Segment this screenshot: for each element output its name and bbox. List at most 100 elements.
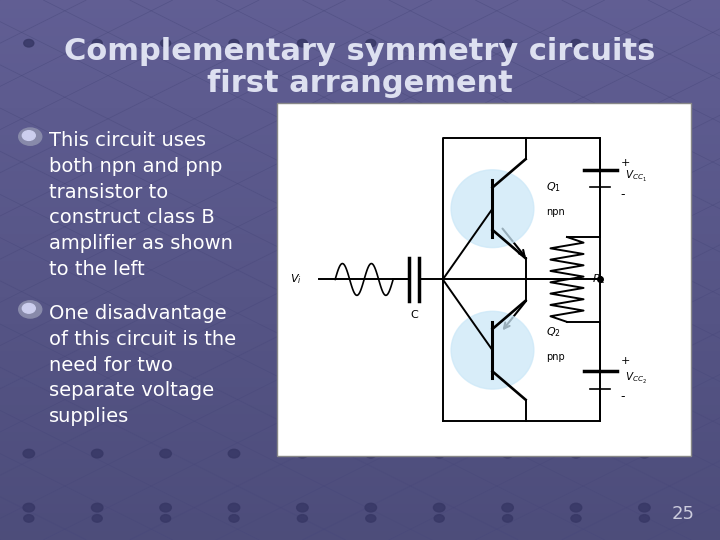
Bar: [0, 306, 720, 315]
Circle shape: [639, 449, 650, 458]
Circle shape: [19, 128, 42, 145]
Text: $Q_1$: $Q_1$: [546, 180, 562, 194]
Text: One disadvantage
of this circuit is the
need for two
separate voltage
supplies: One disadvantage of this circuit is the …: [49, 304, 236, 426]
Circle shape: [365, 503, 377, 512]
Bar: [0, 513, 720, 522]
Bar: [0, 504, 720, 513]
Bar: [0, 369, 720, 378]
Bar: [0, 441, 720, 450]
Circle shape: [24, 39, 34, 47]
Bar: [0, 36, 720, 45]
Circle shape: [570, 503, 582, 512]
Circle shape: [297, 503, 308, 512]
Circle shape: [639, 515, 649, 522]
Circle shape: [22, 131, 35, 140]
Circle shape: [297, 449, 308, 458]
Text: $R_L$: $R_L$: [592, 273, 606, 286]
Bar: [277, 103, 691, 456]
Bar: [0, 279, 720, 288]
Circle shape: [366, 39, 376, 47]
Bar: [0, 90, 720, 99]
Bar: [0, 270, 720, 279]
Bar: [0, 495, 720, 504]
Bar: [0, 243, 720, 252]
Circle shape: [503, 39, 513, 47]
Circle shape: [91, 503, 103, 512]
Text: $V_{CC_2}$: $V_{CC_2}$: [625, 371, 647, 386]
Bar: [0, 459, 720, 468]
Bar: [0, 63, 720, 72]
Bar: [0, 450, 720, 459]
Bar: [0, 315, 720, 324]
Circle shape: [23, 503, 35, 512]
Text: $V_i$: $V_i$: [289, 273, 302, 286]
Circle shape: [297, 515, 307, 522]
Bar: [0, 54, 720, 63]
Bar: [0, 351, 720, 360]
Bar: [0, 45, 720, 54]
Circle shape: [433, 503, 445, 512]
Circle shape: [228, 449, 240, 458]
Bar: [0, 261, 720, 270]
Bar: [0, 423, 720, 432]
Bar: [0, 288, 720, 297]
Bar: [0, 27, 720, 36]
Circle shape: [92, 39, 102, 47]
Circle shape: [502, 503, 513, 512]
Bar: [0, 18, 720, 27]
Circle shape: [22, 303, 35, 313]
Text: first arrangement: first arrangement: [207, 69, 513, 98]
Bar: [0, 234, 720, 243]
Bar: [0, 387, 720, 396]
Bar: [0, 414, 720, 423]
Bar: [0, 171, 720, 180]
Circle shape: [433, 449, 445, 458]
Circle shape: [502, 449, 513, 458]
Text: This circuit uses
both npn and pnp
transistor to
construct class B
amplifier as : This circuit uses both npn and pnp trans…: [49, 131, 233, 279]
Bar: [0, 522, 720, 531]
Bar: [0, 477, 720, 486]
Bar: [0, 396, 720, 405]
Circle shape: [19, 301, 42, 318]
Bar: [0, 360, 720, 369]
Bar: [0, 153, 720, 162]
Circle shape: [639, 503, 650, 512]
Ellipse shape: [451, 170, 534, 248]
Bar: [0, 144, 720, 153]
Bar: [0, 81, 720, 90]
Circle shape: [161, 39, 171, 47]
Bar: [0, 207, 720, 216]
Bar: [0, 108, 720, 117]
Circle shape: [23, 449, 35, 458]
Bar: [0, 468, 720, 477]
Circle shape: [503, 515, 513, 522]
Bar: [0, 72, 720, 81]
Circle shape: [365, 449, 377, 458]
Text: +: +: [621, 356, 630, 366]
Bar: [0, 189, 720, 198]
Bar: [0, 198, 720, 207]
Circle shape: [91, 449, 103, 458]
Bar: [0, 0, 720, 9]
Circle shape: [92, 515, 102, 522]
Bar: [0, 99, 720, 108]
Bar: [0, 162, 720, 171]
Circle shape: [571, 39, 581, 47]
Circle shape: [24, 515, 34, 522]
Bar: [0, 297, 720, 306]
Text: 25: 25: [672, 505, 695, 523]
Ellipse shape: [451, 311, 534, 389]
Bar: [0, 486, 720, 495]
Circle shape: [366, 515, 376, 522]
Bar: [0, 531, 720, 540]
Circle shape: [229, 39, 239, 47]
Text: +: +: [621, 158, 630, 168]
Circle shape: [571, 515, 581, 522]
Text: pnp: pnp: [546, 352, 565, 362]
Bar: [0, 126, 720, 135]
Circle shape: [570, 449, 582, 458]
Bar: [0, 405, 720, 414]
Text: npn: npn: [546, 207, 565, 217]
Bar: [0, 342, 720, 351]
Bar: [0, 180, 720, 189]
